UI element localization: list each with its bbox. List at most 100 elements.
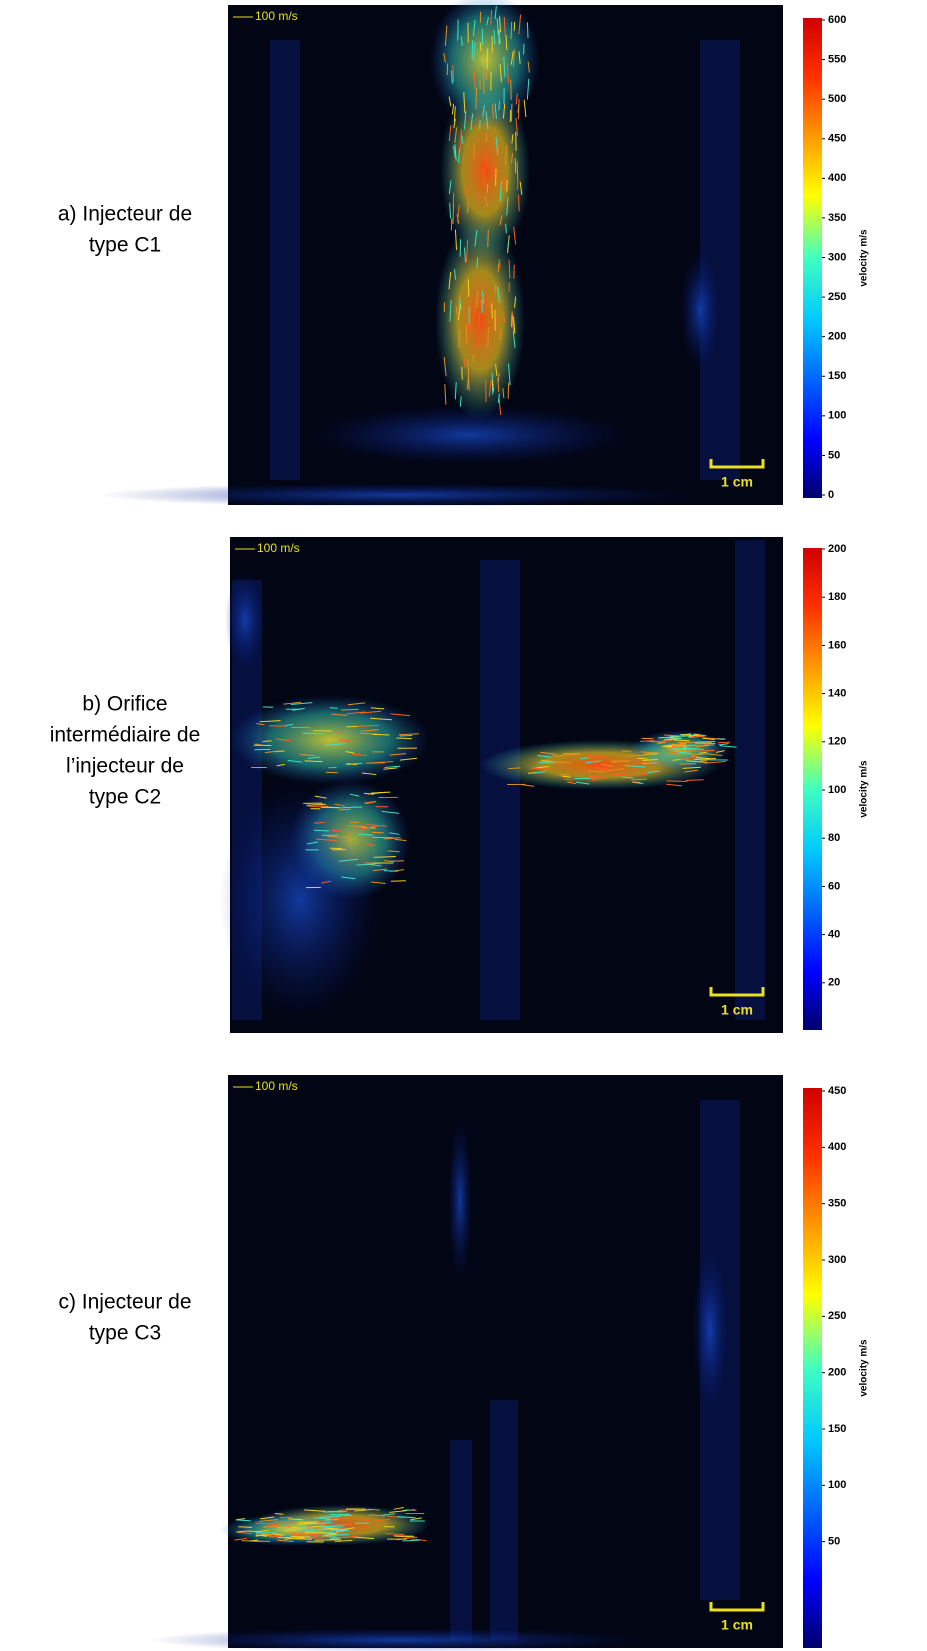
vector — [276, 763, 285, 767]
panel-label: type C3 — [89, 1322, 161, 1345]
vector — [517, 194, 520, 212]
vector — [472, 354, 475, 364]
vector — [685, 779, 704, 781]
vector — [342, 806, 363, 809]
colorbar-tick-label: 160 — [828, 639, 846, 651]
vector — [526, 78, 530, 100]
colorbar-tick-label: 200 — [828, 1367, 846, 1379]
vector — [283, 701, 302, 705]
glow — [490, 1400, 518, 1640]
vector — [530, 767, 549, 770]
flow-region — [150, 1628, 650, 1651]
vector — [473, 67, 476, 90]
colorbar-tick-label: 400 — [828, 172, 846, 184]
vector — [467, 279, 470, 297]
colorbar-tick-label: 120 — [828, 736, 846, 748]
scale-bar-label: 1 cm — [721, 1002, 753, 1018]
vector — [363, 825, 378, 829]
vector — [443, 52, 446, 63]
vector — [451, 103, 455, 115]
vector — [540, 751, 556, 755]
vector — [718, 743, 729, 746]
vector — [510, 50, 514, 65]
vector — [591, 778, 606, 781]
vector — [236, 1518, 246, 1521]
vector — [695, 744, 711, 748]
vector — [453, 106, 456, 122]
vector — [698, 751, 707, 754]
vector — [254, 743, 264, 746]
vector — [398, 733, 419, 736]
vector — [642, 758, 658, 762]
vector — [341, 876, 356, 880]
vector — [274, 1520, 296, 1523]
vector — [507, 241, 510, 251]
vector — [516, 161, 519, 181]
vector — [372, 733, 390, 736]
vector — [298, 1529, 317, 1532]
vector — [331, 829, 342, 832]
vector — [550, 761, 571, 763]
vector — [576, 781, 590, 785]
vector — [466, 239, 469, 262]
vector — [498, 396, 502, 416]
vector — [503, 56, 506, 78]
vector — [482, 104, 485, 117]
vector — [329, 1517, 342, 1520]
vector — [451, 70, 453, 84]
colorbar-tick-label: 150 — [828, 370, 846, 382]
vector — [496, 18, 499, 36]
vector — [323, 1510, 342, 1513]
vector — [502, 103, 506, 119]
vector — [399, 735, 413, 737]
vector — [461, 135, 464, 145]
vector — [695, 741, 716, 743]
vector — [326, 1535, 336, 1537]
vector — [511, 153, 513, 164]
vector — [340, 1523, 353, 1526]
vector — [321, 1535, 341, 1539]
vector — [349, 793, 360, 797]
vector — [476, 257, 479, 268]
vector — [360, 729, 379, 732]
colorbar-title: velocity m/s — [859, 229, 870, 287]
vector — [484, 66, 488, 81]
vector — [693, 733, 707, 737]
vector — [454, 382, 457, 400]
vector — [719, 745, 737, 748]
vector — [494, 103, 497, 120]
vector — [505, 223, 507, 234]
vector — [497, 285, 500, 303]
vector — [307, 756, 321, 760]
vector — [563, 778, 574, 781]
vector — [336, 730, 354, 733]
scale-bar-label: 1 cm — [721, 1617, 753, 1633]
vector — [512, 331, 516, 349]
vector — [640, 740, 655, 742]
vector — [515, 117, 518, 136]
vector — [356, 724, 379, 727]
colorbar-tick-label: 20 — [828, 977, 840, 989]
flow-region — [692, 1250, 728, 1410]
colorbar-tick-label: 140 — [828, 688, 846, 700]
vector — [512, 316, 516, 334]
vector — [461, 366, 463, 380]
vector — [493, 29, 496, 45]
vector — [503, 16, 506, 37]
scale-bar-label: 1 cm — [721, 474, 753, 490]
vector — [491, 380, 495, 392]
flow-region — [448, 1120, 472, 1280]
glow — [480, 560, 520, 1020]
vector — [494, 139, 497, 154]
colorbar-tick-label: 200 — [828, 543, 846, 555]
vector — [449, 202, 452, 219]
vector — [477, 313, 481, 328]
vector — [517, 104, 520, 113]
vector — [381, 810, 400, 814]
vector — [389, 1510, 407, 1513]
vector — [324, 1518, 339, 1521]
vector — [664, 750, 679, 754]
vector — [526, 22, 529, 39]
vector — [313, 821, 325, 824]
vector — [323, 743, 346, 747]
